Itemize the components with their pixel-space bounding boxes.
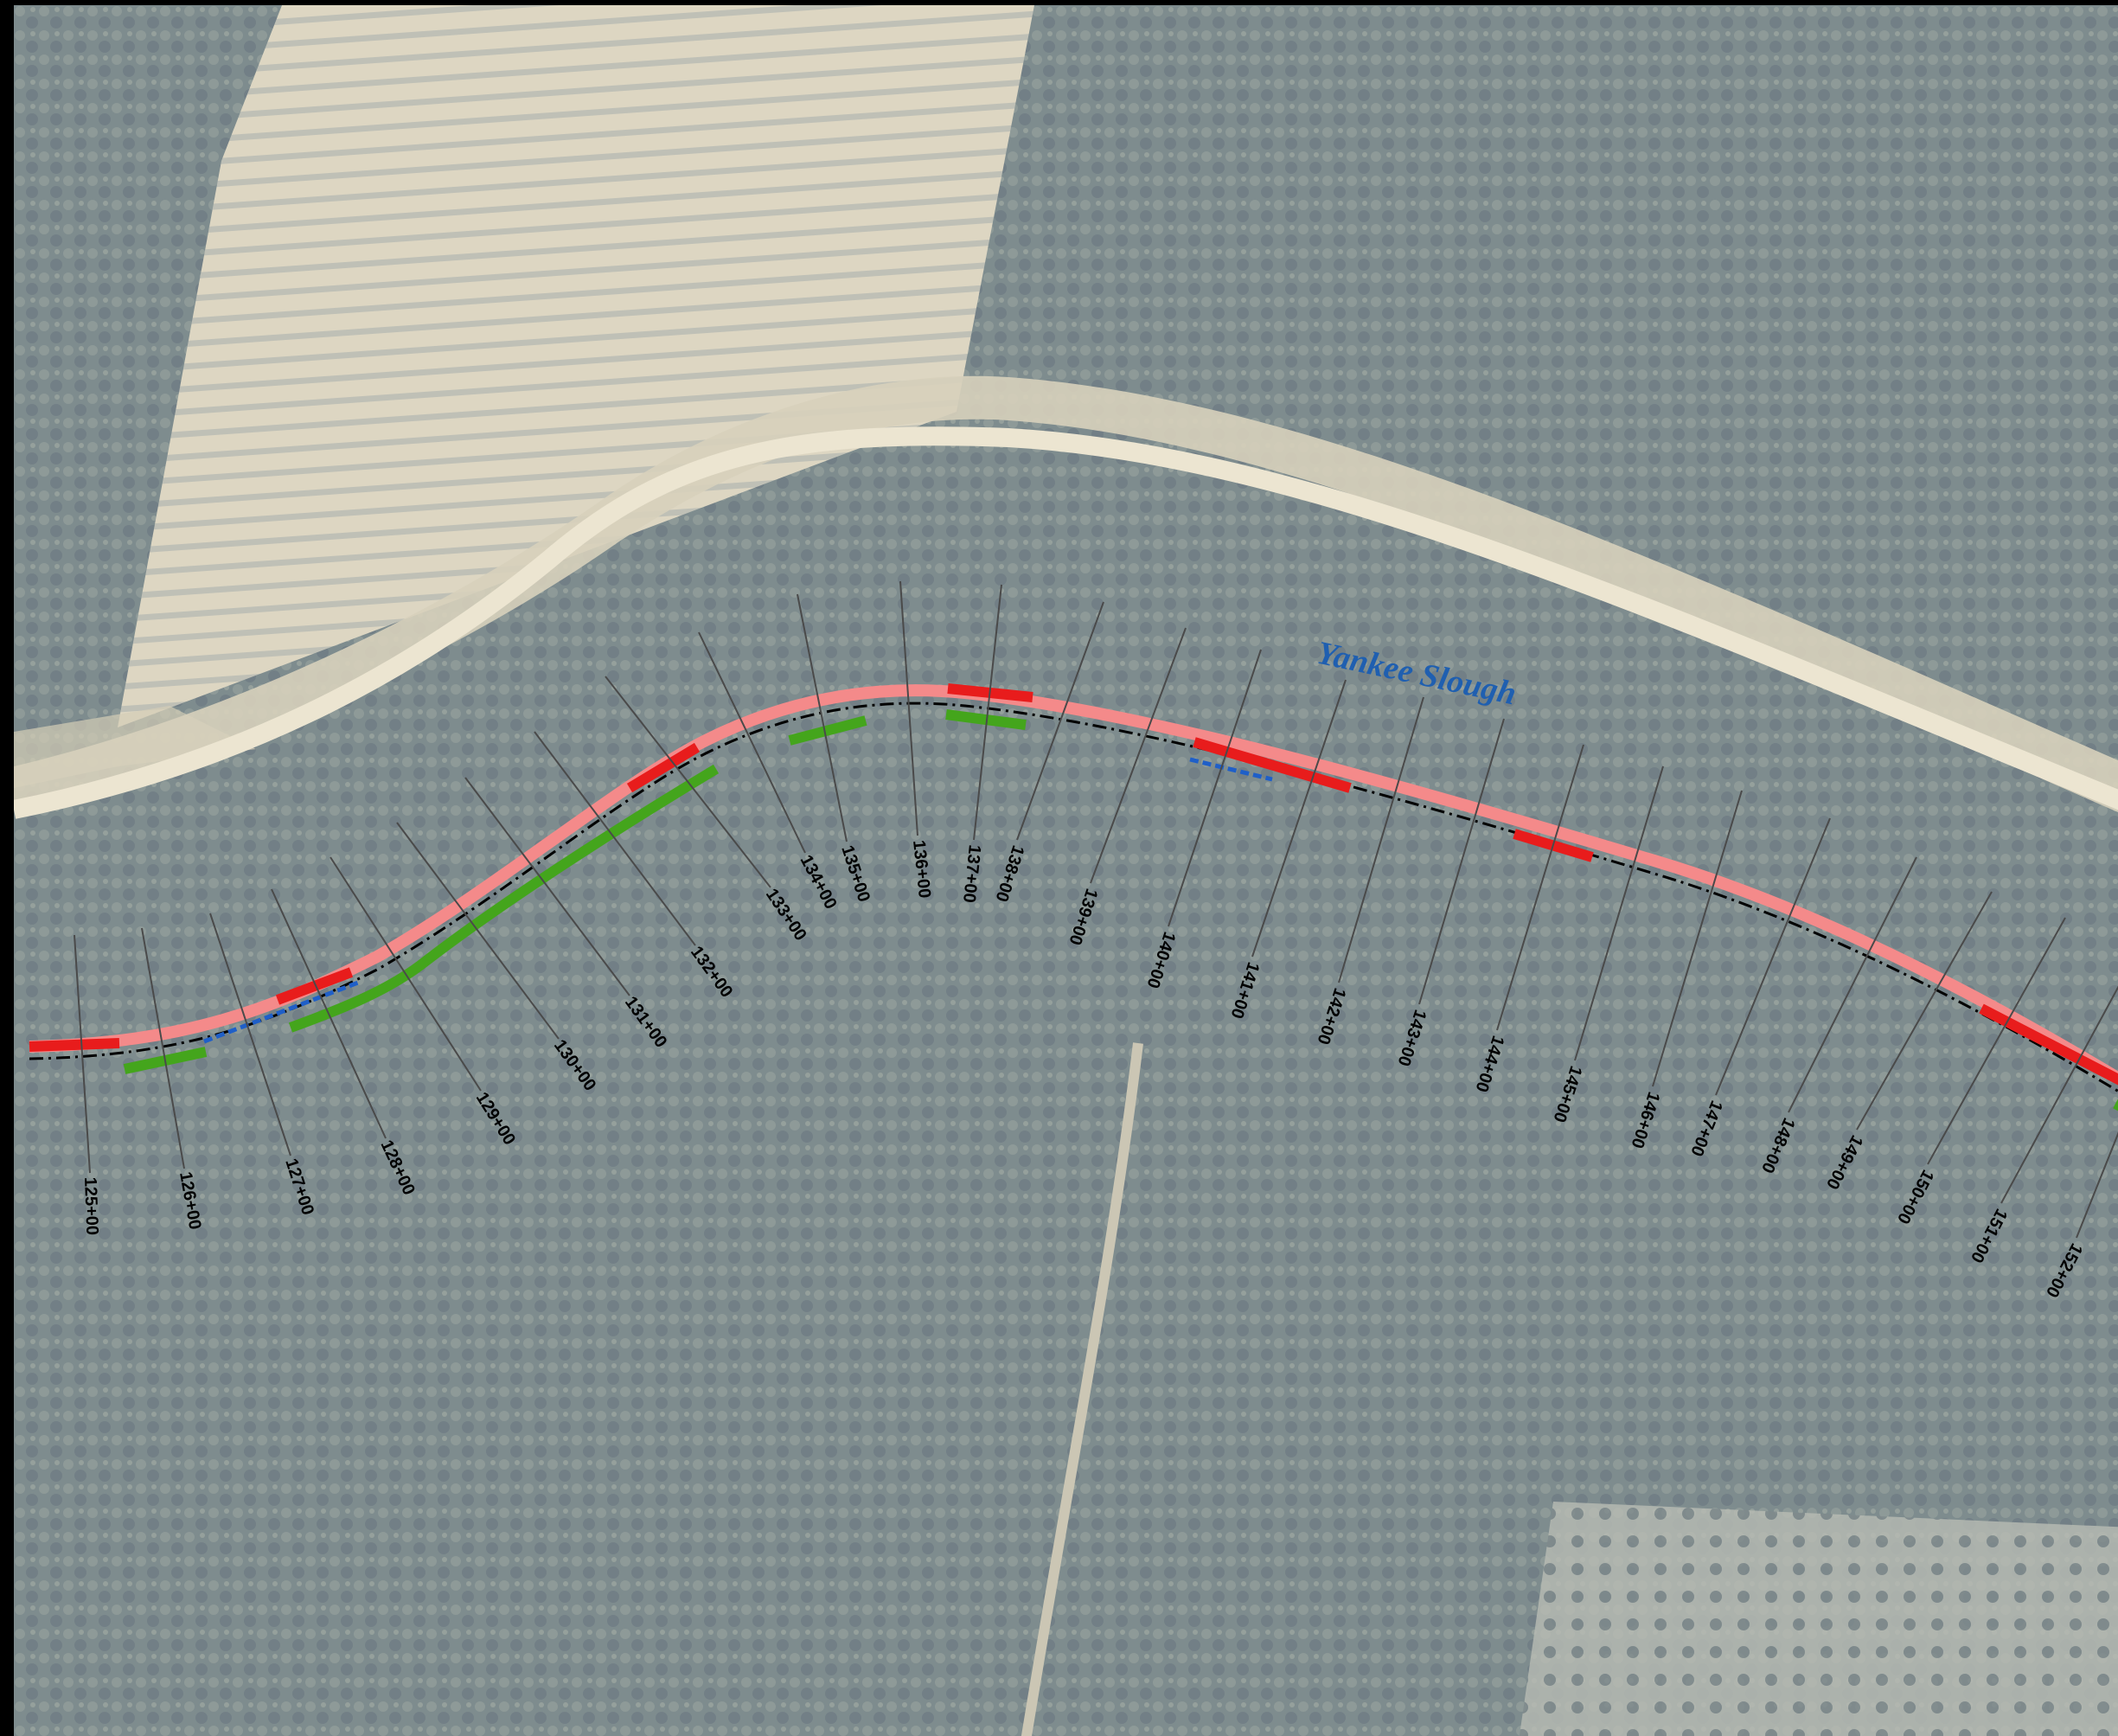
highlight-green-12 bbox=[788, 715, 867, 746]
open-field-south bbox=[1519, 1502, 2118, 1736]
station-leader-133 bbox=[605, 676, 771, 888]
station-leader-143 bbox=[1418, 718, 1505, 1005]
station-leader-131 bbox=[464, 777, 630, 996]
station-leader-137 bbox=[973, 584, 1002, 841]
station-leader-152 bbox=[2076, 1131, 2118, 1239]
highlight-green-11 bbox=[288, 764, 720, 1033]
station-leader-140 bbox=[1168, 649, 1262, 927]
station-leader-150 bbox=[1927, 917, 2066, 1165]
station-leader-138 bbox=[1016, 601, 1104, 841]
station-leader-132 bbox=[534, 731, 696, 946]
station-leader-128 bbox=[271, 888, 387, 1139]
station-leaders bbox=[74, 580, 2118, 1239]
highlight-blue-8 bbox=[203, 980, 359, 1044]
highlight-blue-9 bbox=[1189, 757, 1273, 782]
station-label-125: 125+00 bbox=[80, 1176, 101, 1235]
station-leader-126 bbox=[141, 927, 185, 1169]
dirt-road bbox=[14, 426, 2118, 819]
station-leader-146 bbox=[1652, 790, 1743, 1087]
station-leader-151 bbox=[2000, 985, 2118, 1204]
station-leader-144 bbox=[1496, 744, 1584, 1031]
highlight-red-2 bbox=[275, 967, 354, 1005]
highlight-red-1 bbox=[29, 1038, 120, 1052]
station-leader-125 bbox=[74, 934, 91, 1174]
station-leader-135 bbox=[797, 593, 848, 842]
highlight-red-5 bbox=[1193, 737, 1352, 793]
orchard-field-north bbox=[118, 5, 1034, 727]
station-leader-127 bbox=[209, 913, 291, 1156]
station-leader-139 bbox=[1090, 627, 1187, 884]
station-leader-145 bbox=[1574, 766, 1664, 1061]
station-leader-149 bbox=[1856, 891, 1993, 1131]
levee-strip bbox=[14, 375, 2118, 812]
station-leader-129 bbox=[330, 856, 482, 1092]
station-leader-141 bbox=[1251, 679, 1347, 958]
centerline bbox=[29, 701, 2118, 1093]
farm-track bbox=[1021, 1042, 1143, 1736]
station-leader-142 bbox=[1338, 696, 1424, 983]
station-leader-147 bbox=[1715, 817, 1831, 1096]
station-leader-136 bbox=[899, 580, 918, 836]
highlight-red-3 bbox=[626, 742, 701, 793]
station-leader-130 bbox=[396, 822, 560, 1040]
highlight-green-13 bbox=[945, 709, 1027, 730]
levee-alignment bbox=[29, 684, 2118, 1086]
aerial-map[interactable]: 125+00 126+00 127+00 128+00129+00130+00131+… bbox=[14, 5, 2118, 1736]
station-leader-148 bbox=[1788, 856, 1917, 1113]
station-leader-134 bbox=[698, 631, 806, 854]
